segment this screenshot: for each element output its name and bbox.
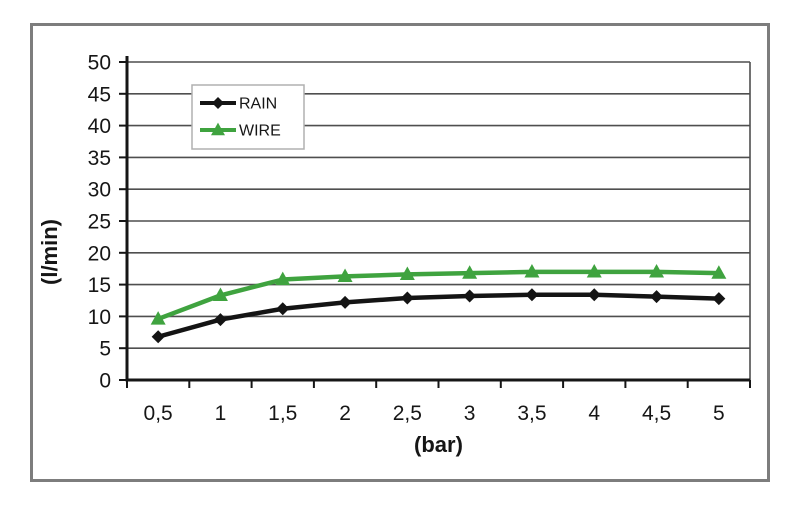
marker-diamond [212,97,224,109]
y-tick-label: 40 [88,115,111,138]
y-tick-label: 30 [88,179,111,202]
x-axis-title: (bar) [414,432,463,457]
x-tick-label: 1 [215,402,227,425]
x-tick-label: 4 [588,402,600,425]
y-tick-label: 50 [88,52,111,75]
y-tick-label: 15 [88,274,111,297]
marker-triangle [649,264,665,278]
y-tick-label: 25 [88,211,111,234]
marker-triangle [211,122,225,136]
y-tick-label: 45 [88,83,111,106]
x-tick-label: 5 [713,402,725,425]
marker-triangle [462,265,478,279]
y-tick-label: 10 [88,306,111,329]
x-tick-label: 4,5 [642,402,671,425]
x-tick-label: 2,5 [393,402,422,425]
marker-diamond [213,313,227,327]
y-tick-label: 0 [99,370,111,393]
x-tick-label: 3,5 [517,402,546,425]
marker-diamond [650,290,664,304]
marker-diamond [151,330,165,344]
series-line-rain [155,292,722,340]
marker-diamond [712,292,726,306]
marker-diamond [338,295,352,309]
marker-triangle [711,265,727,279]
y-tick-label: 5 [99,338,111,361]
y-tick-label: 35 [88,147,111,170]
x-tick-label: 2 [339,402,351,425]
marker-diamond [276,302,290,316]
y-axis-title: (l/min) [37,219,62,285]
legend-label-rain: RAIN [239,96,277,113]
marker-triangle [275,271,291,286]
marker-triangle [212,287,228,302]
legend-label-wire: WIRE [239,123,281,140]
marker-diamond [463,289,477,303]
x-tick-label: 0,5 [144,402,173,425]
legend-box [191,84,305,150]
marker-triangle [337,268,353,282]
marker-triangle [150,311,166,325]
y-tick-label: 20 [88,242,111,265]
x-tick-label: 3 [464,402,476,425]
series-line-wire [155,269,722,322]
marker-triangle [399,266,415,281]
marker-triangle [524,264,540,278]
marker-diamond [525,288,539,302]
x-tick-label: 1,5 [268,402,297,425]
marker-triangle [586,264,602,278]
marker-diamond [400,291,414,305]
marker-diamond [587,288,601,302]
